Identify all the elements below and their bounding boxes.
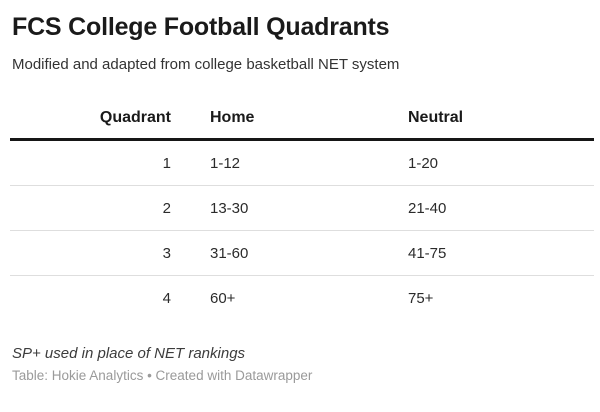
credit-line: Table: Hokie Analytics • Created with Da…: [12, 368, 313, 383]
cell-neutral: 1-20: [408, 154, 439, 172]
cell-neutral: 21-40: [408, 199, 447, 217]
table-row: 1 1-12 1-20: [10, 141, 594, 186]
datawrapper-table-embed: FCS College Football Quadrants Modified …: [0, 12, 600, 412]
cell-quadrant: 3: [162, 244, 171, 262]
table-row: 2 13-30 21-40: [10, 186, 594, 231]
footnote: SP+ used in place of NET rankings: [12, 345, 246, 362]
cell-quadrant: 1: [162, 154, 171, 172]
table-header-row: Quadrant Home Neutral: [10, 98, 594, 141]
cell-neutral: 75+: [408, 289, 434, 307]
quadrants-table: Quadrant Home Neutral 1 1-12 1-20 2 13-3…: [10, 98, 594, 320]
cell-home: 13-30: [210, 199, 249, 217]
cell-home: 1-12: [210, 154, 241, 172]
column-header-neutral: Neutral: [408, 109, 464, 126]
cell-home: 31-60: [210, 244, 249, 262]
cell-neutral: 41-75: [408, 244, 447, 262]
column-header-quadrant: Quadrant: [99, 109, 171, 126]
page-title: FCS College Football Quadrants: [12, 13, 390, 41]
column-header-home: Home: [210, 109, 255, 126]
cell-quadrant: 4: [162, 289, 171, 307]
table-row: 4 60+ 75+: [10, 276, 594, 320]
cell-home: 60+: [210, 289, 236, 307]
cell-quadrant: 2: [162, 199, 171, 217]
page-subtitle: Modified and adapted from college basket…: [12, 56, 400, 73]
table-row: 3 31-60 41-75: [10, 231, 594, 276]
